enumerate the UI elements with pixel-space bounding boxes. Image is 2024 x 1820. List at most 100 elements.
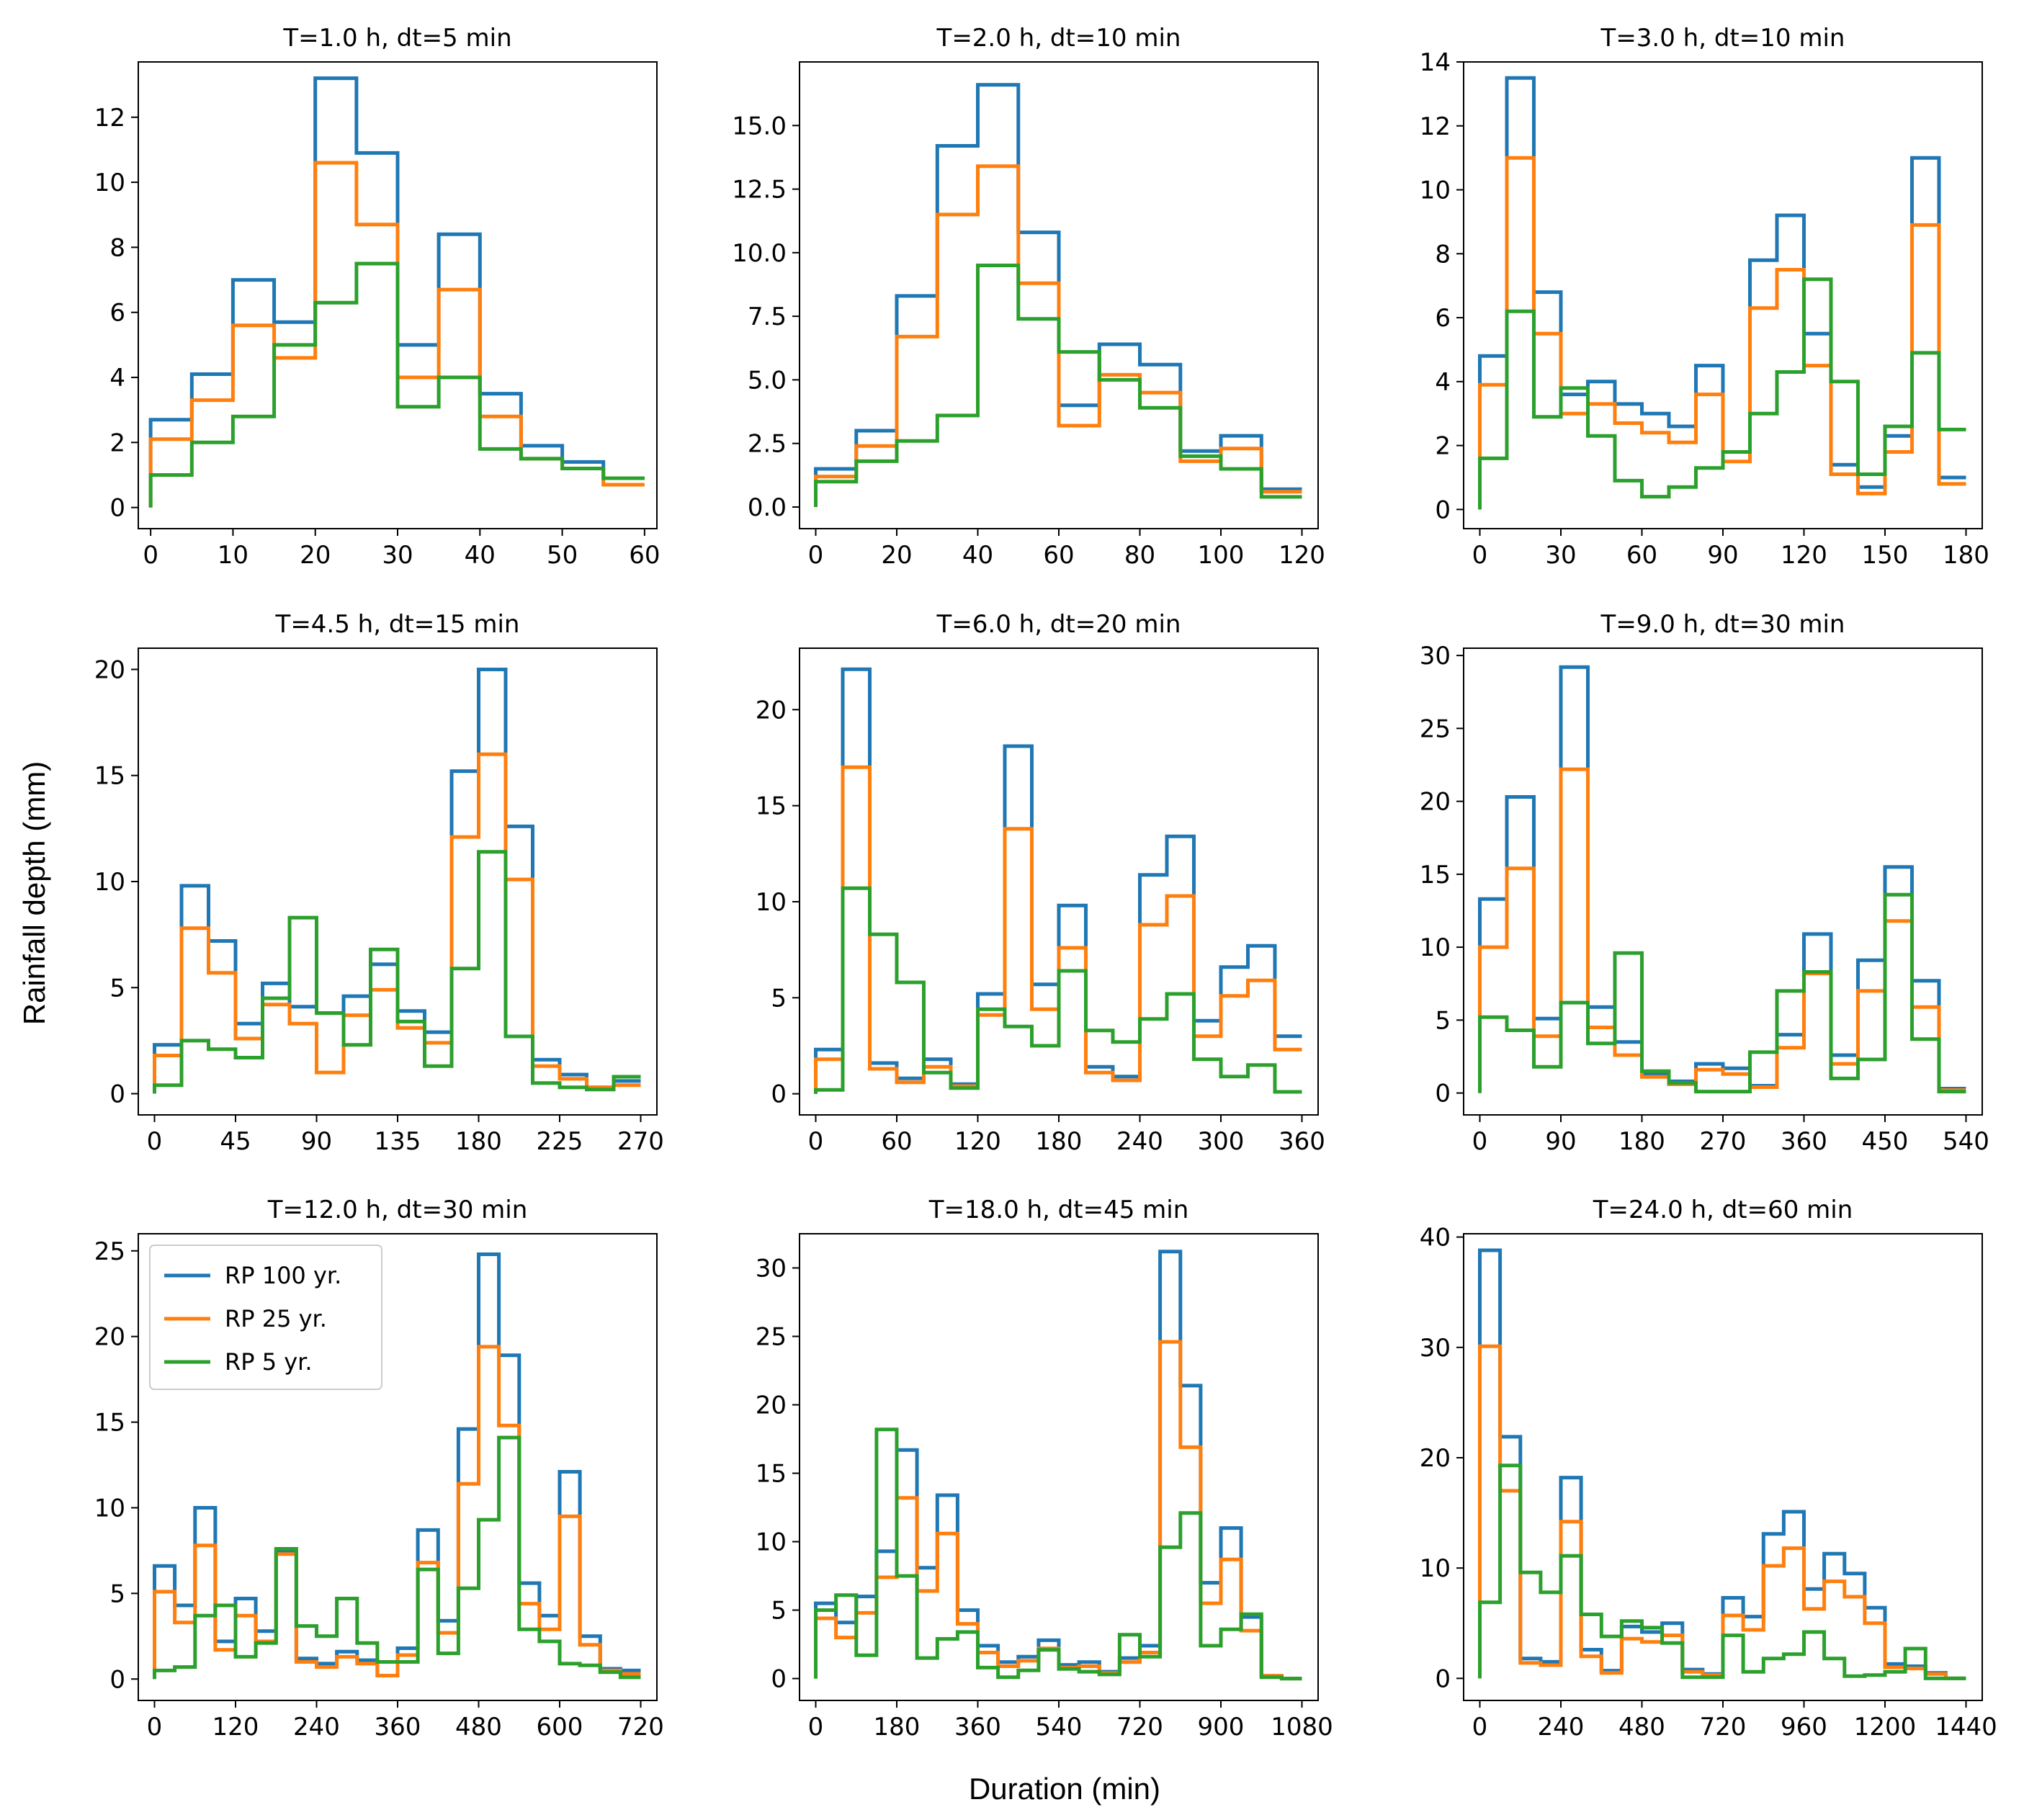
x-tick-label: 0: [808, 541, 824, 570]
x-tick-label: 1440: [1935, 1713, 1997, 1741]
x-tick-label: 0: [147, 1127, 163, 1156]
series-line-rp-5-yr: [814, 264, 1302, 507]
x-tick-label: 360: [375, 1713, 421, 1741]
x-tick-label: 180: [1943, 541, 1989, 570]
x-tick-label: 90: [1545, 1127, 1576, 1156]
x-tick-label: 0: [1472, 1713, 1488, 1741]
y-tick-label: 15: [756, 792, 787, 821]
x-tick-label: 150: [1862, 541, 1909, 570]
y-tick-label: 25: [1420, 714, 1451, 743]
subplot-2: T=2.0 h, dt=10 min 0 20 40 60 80 100 120 0.0 2.5 5…: [732, 24, 1325, 570]
subplot-3: T=3.0 h, dt=10 min 0 30 60 90 120 150 180 0 2 4 6 8 1…: [1420, 24, 1989, 570]
y-tick-label: 20: [1420, 788, 1451, 817]
x-tick-label: 90: [301, 1127, 332, 1156]
series-line-rp-25-yr: [1478, 156, 1966, 510]
x-tick-label: 60: [881, 1127, 912, 1156]
x-tick-label: 300: [1198, 1127, 1245, 1156]
y-tick-label: 30: [1420, 1334, 1451, 1363]
x-tick-label: 60: [629, 541, 660, 570]
x-tick-label: 540: [1943, 1127, 1989, 1156]
x-tick-label: 450: [1862, 1127, 1909, 1156]
y-tick-label: 10: [1420, 1554, 1451, 1583]
x-tick-label: 120: [212, 1713, 259, 1741]
subplot-title: T=2.0 h, dt=10 min: [936, 24, 1181, 53]
x-tick-label: 120: [954, 1127, 1001, 1156]
x-axis-label: Duration (min): [969, 1772, 1160, 1806]
x-tick-label: 0: [143, 541, 158, 570]
subplot-title: T=12.0 h, dt=30 min: [267, 1196, 528, 1224]
legend-label: RP 25 yr.: [225, 1305, 327, 1332]
x-tick-label: 120: [1279, 541, 1325, 570]
series-line-rp-5-yr: [1478, 1463, 1966, 1680]
y-tick-label: 10: [94, 169, 125, 197]
x-tick-label: 960: [1781, 1713, 1827, 1741]
y-tick-label: 25: [94, 1237, 125, 1266]
series-line-rp-5-yr: [153, 850, 641, 1094]
y-tick-label: 10: [756, 1528, 787, 1557]
x-tick-label: 0: [1472, 1127, 1488, 1156]
x-tick-label: 30: [382, 541, 413, 570]
y-tick-label: 6: [1435, 304, 1451, 333]
y-tick-label: 25: [756, 1323, 787, 1352]
y-tick-label: 14: [1420, 48, 1451, 77]
y-tick-label: 5.0: [748, 366, 787, 395]
series-line-rp-5-yr: [1478, 892, 1966, 1094]
x-tick-label: 100: [1198, 541, 1245, 570]
x-tick-label: 60: [1043, 541, 1074, 570]
x-tick-label: 480: [455, 1713, 502, 1741]
y-tick-label: 12: [94, 104, 125, 133]
y-tick-label: 0.0: [748, 493, 787, 522]
y-tick-label: 0: [1435, 1080, 1451, 1108]
x-tick-label: 480: [1618, 1713, 1665, 1741]
y-tick-label: 2: [1435, 432, 1451, 461]
x-tick-label: 0: [147, 1713, 163, 1741]
y-tick-label: 0: [771, 1080, 787, 1109]
subplot-title: T=1.0 h, dt=5 min: [282, 24, 511, 53]
series-line-rp-5-yr: [814, 886, 1302, 1094]
y-tick-label: 4: [1435, 368, 1451, 397]
y-tick-label: 7.5: [748, 302, 787, 331]
subplot-title: T=9.0 h, dt=30 min: [1600, 610, 1845, 639]
x-tick-label: 540: [1036, 1713, 1083, 1741]
x-tick-label: 180: [455, 1127, 502, 1156]
legend-label: RP 100 yr.: [225, 1262, 341, 1289]
series-line-rp-5-yr: [814, 1427, 1302, 1681]
subplot-8: T=18.0 h, dt=45 min 0 180 360 540 720 900 1080 0…: [756, 1196, 1333, 1741]
subplot-7: T=12.0 h, dt=30 min 0 120 240 360 480 600 720 0 5…: [94, 1196, 664, 1741]
x-tick-label: 360: [1781, 1127, 1827, 1156]
y-tick-label: 20: [756, 1391, 787, 1420]
x-tick-label: 120: [1781, 541, 1827, 570]
x-tick-label: 360: [1279, 1127, 1325, 1156]
y-tick-label: 20: [94, 655, 125, 684]
y-tick-label: 4: [109, 364, 125, 393]
y-tick-label: 0: [109, 1080, 125, 1109]
x-tick-label: 135: [375, 1127, 421, 1156]
y-tick-label: 10: [1420, 933, 1451, 962]
x-tick-label: 900: [1198, 1713, 1245, 1741]
y-tick-label: 5: [109, 974, 125, 1003]
y-tick-label: 2.5: [748, 430, 787, 459]
x-tick-label: 240: [1538, 1713, 1585, 1741]
series-line-rp-5-yr: [1478, 277, 1966, 510]
x-tick-label: 20: [881, 541, 912, 570]
x-tick-label: 1080: [1271, 1713, 1333, 1741]
x-tick-label: 20: [300, 541, 331, 570]
y-tick-label: 30: [1420, 642, 1451, 671]
x-tick-label: 600: [537, 1713, 583, 1741]
x-tick-label: 45: [220, 1127, 251, 1156]
x-tick-label: 40: [465, 541, 496, 570]
x-tick-label: 180: [1036, 1127, 1083, 1156]
subplot-1: T=1.0 h, dt=5 min 0 10 20 30 40 50 60 0 2 4 6 8 10 12: [94, 24, 661, 570]
y-tick-label: 15: [94, 1409, 125, 1438]
subplot-title: T=4.5 h, dt=15 min: [275, 610, 520, 639]
legend-box: [149, 1245, 382, 1390]
subplot-title: T=3.0 h, dt=10 min: [1600, 24, 1845, 53]
y-tick-label: 10: [756, 888, 787, 917]
x-tick-label: 90: [1707, 541, 1738, 570]
series-line-rp-5-yr: [153, 1435, 641, 1680]
y-tick-label: 0: [109, 1665, 125, 1694]
y-tick-label: 0: [771, 1665, 787, 1694]
x-tick-label: 60: [1626, 541, 1657, 570]
x-tick-label: 0: [1472, 541, 1488, 570]
